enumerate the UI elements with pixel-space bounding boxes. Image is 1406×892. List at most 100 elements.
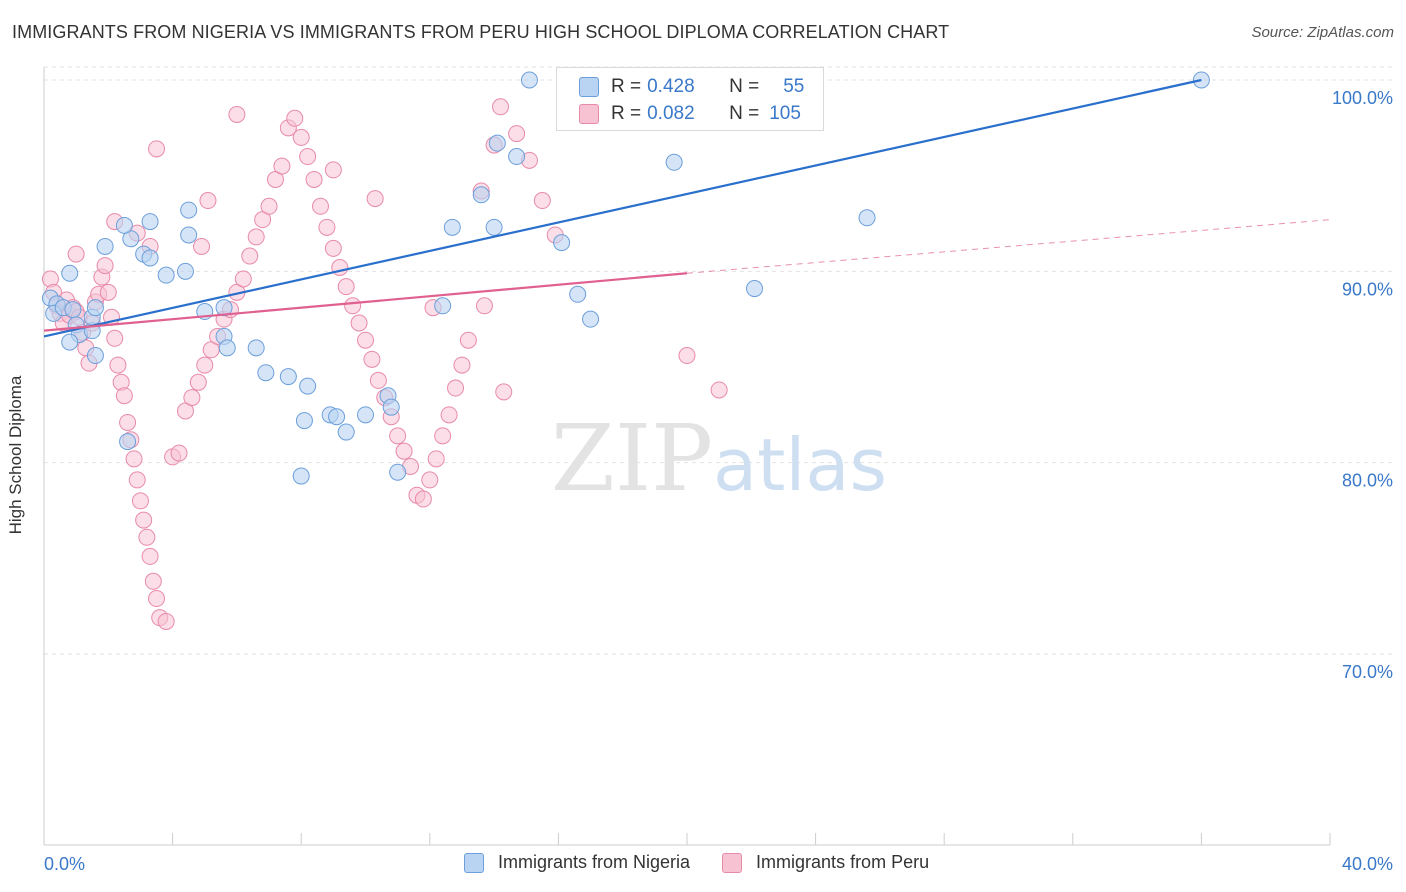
nigeria-series bbox=[41, 71, 1210, 485]
y-tick-label: 90.0% bbox=[1342, 279, 1393, 299]
peru-point bbox=[492, 98, 510, 116]
nigeria-point bbox=[257, 364, 275, 382]
peru-point bbox=[299, 148, 317, 166]
peru-point bbox=[99, 283, 117, 301]
peru-trend-extension bbox=[686, 219, 1331, 274]
peru-trend-line bbox=[43, 272, 688, 332]
peru-point bbox=[148, 140, 166, 158]
peru-point bbox=[67, 245, 85, 263]
peru-point bbox=[447, 379, 465, 397]
peru-point bbox=[305, 170, 323, 188]
peru-series bbox=[41, 98, 728, 630]
peru-point bbox=[324, 239, 342, 257]
peru-point bbox=[350, 314, 368, 332]
nigeria-point bbox=[472, 186, 490, 204]
legend-n-value: 55 bbox=[783, 76, 805, 97]
peru-point bbox=[459, 331, 477, 349]
nigeria-point bbox=[64, 301, 82, 319]
series-legend: Immigrants from Nigeria Immigrants from … bbox=[464, 852, 961, 873]
peru-point bbox=[170, 444, 188, 462]
peru-point bbox=[344, 297, 362, 315]
nigeria-point bbox=[61, 264, 79, 282]
nigeria-point bbox=[180, 201, 198, 219]
nigeria-point bbox=[337, 423, 355, 441]
peru-point bbox=[434, 427, 452, 445]
peru-point bbox=[495, 383, 513, 401]
nigeria-point bbox=[86, 299, 104, 317]
peru-point bbox=[508, 125, 526, 143]
nigeria-point bbox=[553, 234, 571, 252]
peru-point bbox=[157, 612, 175, 630]
legend-n-label: N = bbox=[729, 103, 760, 124]
nigeria-point bbox=[485, 218, 503, 236]
nigeria-point bbox=[61, 333, 79, 351]
peru-point bbox=[414, 490, 432, 508]
peru-point bbox=[183, 389, 201, 407]
x-tick-label: 0.0% bbox=[44, 854, 85, 874]
x-tick-label: 40.0% bbox=[1342, 854, 1393, 874]
source-credit: Source: ZipAtlas.com bbox=[1251, 24, 1394, 41]
peru-point bbox=[135, 511, 153, 529]
peru-point bbox=[324, 161, 342, 179]
peru-point bbox=[475, 297, 493, 315]
nigeria-point bbox=[328, 408, 346, 426]
nigeria-point bbox=[389, 463, 407, 481]
peru-point bbox=[292, 128, 310, 146]
peru-point bbox=[678, 347, 696, 365]
nigeria-point bbox=[746, 280, 764, 298]
nigeria-point bbox=[357, 406, 374, 424]
peru-point bbox=[710, 381, 728, 399]
nigeria-trend-line bbox=[43, 78, 1202, 338]
peru-point bbox=[109, 356, 127, 374]
peru-point bbox=[260, 197, 278, 215]
nigeria-point bbox=[295, 412, 313, 430]
nigeria-point bbox=[508, 148, 526, 166]
peru-point bbox=[241, 247, 259, 265]
legend-item-peru[interactable]: Immigrants from Peru bbox=[722, 852, 929, 873]
peru-point bbox=[199, 192, 217, 210]
nigeria-point bbox=[96, 237, 114, 255]
peru-point bbox=[234, 270, 252, 288]
nigeria-point bbox=[858, 209, 876, 227]
y-tick-label: 100.0% bbox=[1332, 88, 1393, 108]
peru-swatch bbox=[579, 104, 599, 124]
peru-point bbox=[273, 157, 291, 175]
peru-point bbox=[366, 190, 384, 208]
nigeria-point bbox=[215, 299, 233, 317]
y-tick-label: 70.0% bbox=[1342, 662, 1393, 682]
peru-point bbox=[247, 228, 265, 246]
nigeria-point bbox=[176, 262, 194, 280]
legend-n-label: N = bbox=[729, 76, 760, 97]
peru-point bbox=[96, 257, 114, 275]
peru-point bbox=[363, 350, 381, 368]
nigeria-point bbox=[119, 433, 137, 451]
peru-point bbox=[106, 329, 124, 347]
peru-point bbox=[427, 450, 445, 468]
nigeria-point bbox=[443, 218, 461, 236]
peru-legend-swatch bbox=[722, 852, 743, 873]
legend-r-value: 0.082 bbox=[647, 103, 695, 124]
peru-point bbox=[533, 192, 551, 210]
peru-point bbox=[148, 590, 166, 608]
peru-point bbox=[125, 450, 143, 468]
peru-point bbox=[453, 356, 471, 374]
peru-point bbox=[395, 442, 413, 460]
peru-point bbox=[128, 471, 146, 489]
x-tick-labels: 0.0% 40.0% bbox=[44, 854, 1393, 874]
peru-point bbox=[144, 572, 162, 590]
peru-point bbox=[228, 105, 246, 123]
legend-r-label: R = bbox=[611, 103, 642, 124]
legend-label-peru: Immigrants from Peru bbox=[756, 852, 930, 872]
nigeria-point bbox=[299, 377, 317, 395]
watermark-zip: ZIP bbox=[551, 405, 713, 512]
peru-point bbox=[369, 371, 387, 389]
nigeria-point bbox=[520, 71, 538, 89]
peru-point bbox=[193, 237, 211, 255]
legend-item-nigeria[interactable]: Immigrants from Nigeria bbox=[464, 852, 690, 873]
peru-point bbox=[141, 547, 159, 565]
nigeria-point bbox=[141, 249, 159, 267]
nigeria-point bbox=[247, 339, 265, 357]
nigeria-point bbox=[488, 134, 506, 152]
nigeria-point bbox=[157, 266, 175, 284]
